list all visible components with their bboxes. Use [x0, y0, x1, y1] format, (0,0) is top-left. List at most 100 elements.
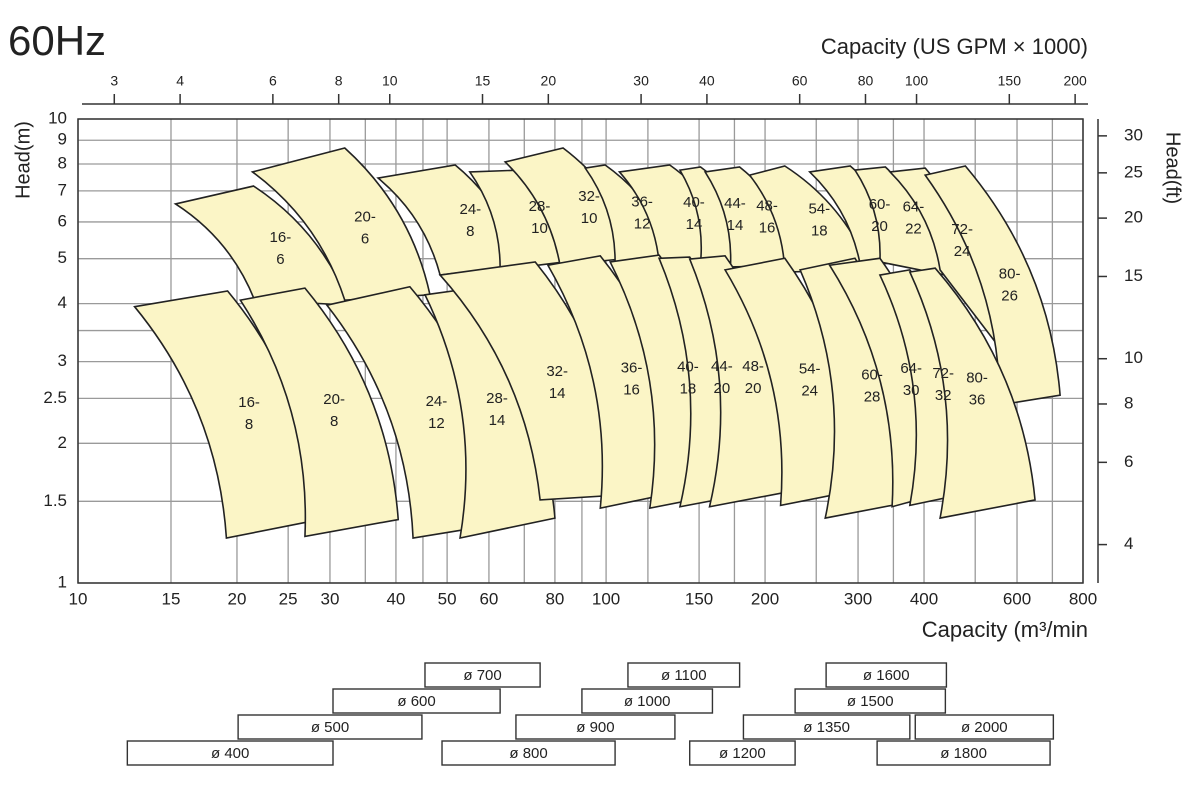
region-label: 10 [531, 220, 548, 237]
region-label: 10 [581, 210, 598, 227]
x2-tick-label: 15 [475, 73, 491, 89]
x-tick-label: 200 [751, 589, 779, 608]
x2-tick-label: 60 [792, 73, 808, 89]
x2-tick-label: 6 [269, 73, 277, 89]
x2-tick-label: 100 [905, 73, 929, 89]
diameter-bar [825, 662, 948, 688]
x-tick-label: 15 [162, 589, 181, 608]
x2-tick-label: 10 [382, 73, 398, 89]
region-label: 32 [935, 387, 952, 404]
diameter-label: ø 1800 [940, 745, 987, 762]
region-label: 36- [631, 193, 653, 210]
region-label: 36- [621, 360, 643, 377]
region-label: 20 [871, 218, 888, 235]
diameter-label: ø 1350 [803, 719, 850, 736]
y-tick-label: 8 [58, 153, 67, 172]
region-label: 36 [969, 392, 986, 409]
y-tick-label: 5 [58, 248, 67, 267]
diameter-bar [742, 714, 911, 740]
region-label: 32- [546, 363, 568, 380]
region-label: 28- [529, 198, 551, 215]
region-label: 18 [680, 381, 697, 398]
region-label: 72- [951, 221, 973, 238]
region-label: 60- [861, 367, 883, 384]
diameter-label: ø 1500 [847, 693, 894, 710]
selection-region [239, 287, 400, 538]
plot-frame [77, 118, 1084, 584]
region-label: 28 [864, 389, 881, 406]
diameter-bar [424, 662, 541, 688]
region-label: 48- [756, 198, 778, 215]
region-label: 6 [276, 251, 284, 268]
x2-axis-title: Capacity (US GPM × 1000) [821, 34, 1088, 59]
y-tick-label: 10 [48, 108, 67, 127]
diameter-label: ø 800 [509, 745, 547, 762]
y2-tick-label: 8 [1124, 393, 1133, 412]
y-axis-title: Head(m) [12, 121, 34, 199]
region-label: 16 [623, 382, 640, 399]
region-label: 14 [549, 385, 566, 402]
region-label: 30 [903, 382, 920, 399]
region-label: 16- [238, 394, 260, 411]
y2-tick-label: 15 [1124, 266, 1143, 285]
region-label: 8 [466, 223, 474, 240]
diameter-label: ø 1600 [863, 667, 910, 684]
x2-tick-label: 40 [699, 73, 715, 89]
diameter-bar [914, 714, 1055, 740]
selection-region [908, 267, 1036, 520]
y-tick-label: 1 [58, 572, 67, 591]
x2-tick-label: 20 [541, 73, 557, 89]
y2-axis-title: Head(ft) [1162, 132, 1184, 204]
diameter-label: ø 600 [397, 693, 435, 710]
region-label: 24 [954, 243, 971, 260]
y-tick-label: 2.5 [43, 388, 67, 407]
y2-tick-label: 30 [1124, 125, 1143, 144]
x-axis-title: Capacity (m³/min [922, 617, 1088, 642]
x-tick-label: 10 [69, 589, 88, 608]
region-label: 44- [724, 195, 746, 212]
diameter-label: ø 500 [311, 719, 349, 736]
region-label: 80- [966, 370, 988, 387]
diameter-label: ø 1000 [624, 693, 671, 710]
diameter-label: ø 1100 [661, 667, 707, 684]
region-label: 16- [270, 229, 292, 246]
region-label: 44- [711, 358, 733, 375]
x2-tick-label: 80 [858, 73, 874, 89]
x-tick-label: 60 [479, 589, 498, 608]
region-label: 20- [354, 209, 376, 226]
diameter-bar [627, 662, 741, 688]
y2-tick-label: 25 [1124, 162, 1143, 181]
region-label: 24- [426, 393, 448, 410]
x-tick-label: 80 [545, 589, 564, 608]
region-label: 18 [811, 223, 828, 240]
region-label: 14 [727, 217, 744, 234]
diameter-bar [515, 714, 676, 740]
x2-tick-label: 150 [998, 73, 1022, 89]
x-tick-label: 800 [1069, 589, 1097, 608]
region-label: 16 [759, 220, 776, 237]
region-label: 26 [1001, 287, 1018, 304]
y2-tick-label: 10 [1124, 348, 1143, 367]
region-label: 72- [932, 365, 954, 382]
x-tick-label: 50 [438, 589, 457, 608]
region-label: 6 [361, 231, 369, 248]
y-tick-label: 3 [58, 351, 67, 370]
x-tick-label: 20 [228, 589, 247, 608]
region-label: 48- [742, 358, 764, 375]
y-tick-label: 7 [58, 180, 67, 199]
y2-tick-label: 20 [1124, 208, 1143, 227]
x2-tick-label: 30 [633, 73, 649, 89]
diameter-bar [794, 688, 947, 714]
diameter-label: ø 1200 [719, 745, 766, 762]
diameter-bar [876, 740, 1051, 766]
y-tick-label: 4 [58, 293, 67, 312]
y-tick-label: 2 [58, 433, 67, 452]
region-label: 22 [905, 220, 922, 237]
region-label: 14 [489, 412, 506, 429]
x2-tick-label: 200 [1063, 73, 1087, 89]
y-tick-label: 1.5 [43, 491, 67, 510]
y2-tick-label: 4 [1124, 534, 1133, 553]
region-label: 80- [999, 265, 1021, 282]
region-label: 64- [903, 198, 925, 215]
